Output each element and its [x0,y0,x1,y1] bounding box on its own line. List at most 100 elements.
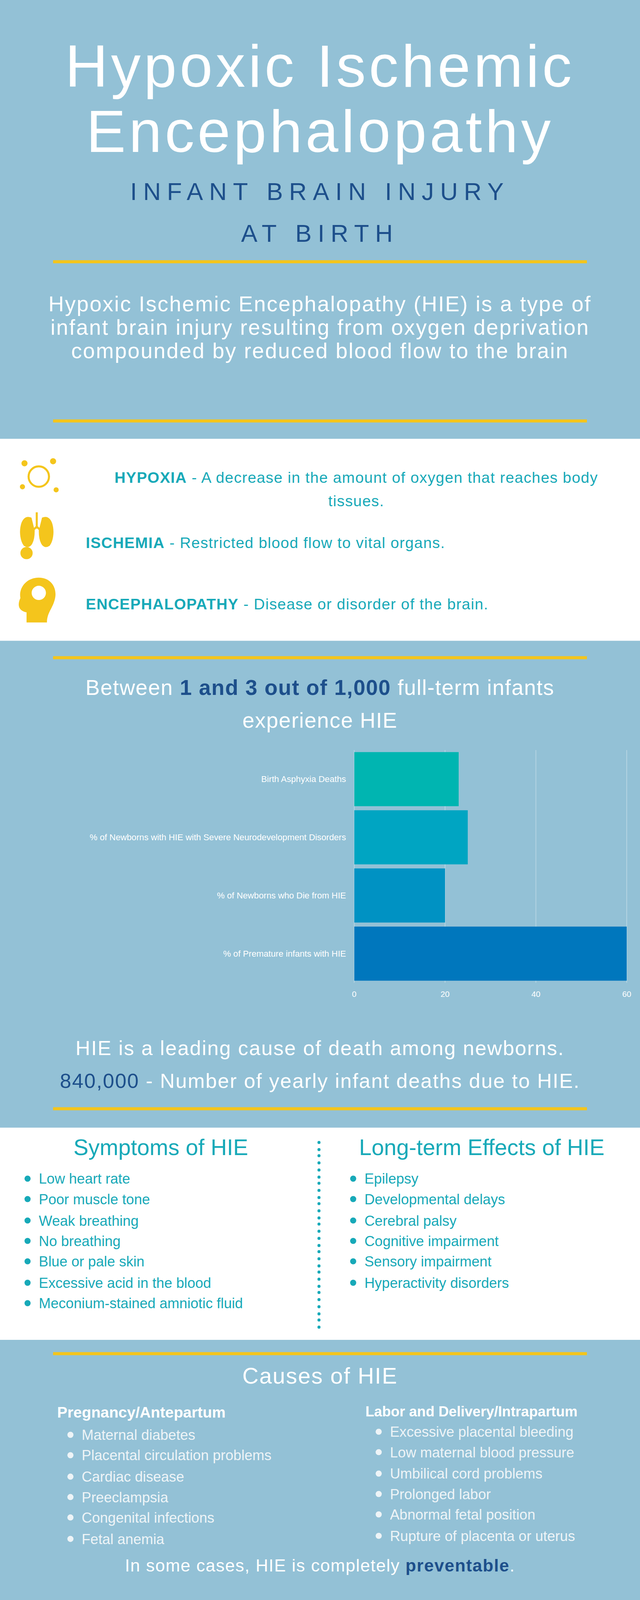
tick-label: 40 [531,989,541,999]
icon-bubble [50,458,57,465]
definition-space [186,468,192,486]
category-label: Birth Asphyxia Deaths [261,774,347,785]
icon-bubble [21,460,28,467]
list-item: Cerebral palsy [364,1210,620,1231]
icon-brain [31,586,47,601]
bullet [375,1428,382,1436]
icon-bubble [53,487,59,493]
intro: Hypoxic Ischemic Encephalopathy (HIE) is… [40,291,599,363]
tick-label: 0 [352,989,357,999]
list-item: Congenital infections [81,1507,322,1529]
stat-before: Between [85,675,180,699]
bars [354,752,628,981]
definition-text: - Restricted blood flow to vital organs. [169,533,446,551]
divider-dot [317,1195,321,1200]
icon-bubble [19,484,26,490]
title: Hypoxic Ischemic [0,30,640,102]
definition: HYPOXIA - A decrease in the amount of ox… [85,465,627,513]
divider-dot [317,1305,321,1309]
list-item: No breathing [38,1230,249,1252]
bar [354,926,628,981]
list-item: Meconium-stained amniotic fluid [38,1292,249,1314]
list-item: Weak breathing [38,1210,249,1231]
list-item: Prolonged labor [389,1483,635,1505]
list-item: Preeclampsia [81,1487,322,1508]
divider-dot [317,1284,321,1288]
footer-after: . [509,1556,515,1577]
definition-term: HYPOXIA [114,468,188,486]
icon-head [18,577,56,623]
list-item: Developmental delays [364,1189,620,1210]
divider-dot [317,1237,321,1241]
bullet [67,1473,74,1480]
tick-label: 20 [440,989,450,999]
list-item: Maternal diabetes [81,1424,322,1446]
definition: ISCHEMIA - Restricted blood flow to vita… [85,530,627,555]
causes-title: Causes of HIE [0,1361,640,1393]
page: Hypoxic IschemicEncephalopathyINFANT BRA… [0,0,640,1600]
footer-highlight: preventable [405,1556,510,1577]
footer: In some cases, HIE is completely prevent… [0,1553,640,1581]
list-item: Epilepsy [364,1168,620,1189]
bar [354,868,446,923]
divider [53,260,587,264]
list-item: Cognitive impairment [364,1230,620,1252]
icon-heart [20,547,33,560]
divider-dot [317,1209,321,1213]
footer-before: In some cases, HIE is completely [125,1556,406,1577]
list-item: Placental circulation problems [81,1445,322,1466]
list-item: Excessive placental bleeding [389,1421,635,1443]
list-item: Fetal anemia [81,1528,322,1549]
definition-term: ISCHEMIA [85,533,165,551]
bullet [67,1431,74,1439]
bullet [24,1176,31,1183]
list-item: Rupture of placenta or uterus [389,1525,635,1546]
divider [53,419,587,423]
list-item: Abnormal fetal position [389,1504,635,1525]
divider-dot [317,1168,321,1172]
list-item: Sensory impairment [364,1251,620,1272]
divider-dot [317,1264,321,1268]
subtitle: AT BIRTH [0,218,640,249]
list-title: Symptoms of HIE [20,1133,301,1164]
divider-dot [317,1216,321,1220]
bullet [375,1470,382,1477]
title: Encephalopathy [0,96,640,168]
deaths-line1: HIE is a leading cause of death among ne… [0,1033,640,1064]
bar [354,752,459,807]
list-item: Umbilical cord problems [389,1463,635,1484]
list-title: Long-term Effects of HIE [328,1133,635,1164]
bullet [350,1176,357,1183]
definition-text: - Disease or disorder of the brain. [243,595,489,613]
definition-space [164,533,170,551]
stat-headline: Between 1 and 3 out of 1,000 full-term i… [61,671,580,737]
definition-space [238,595,244,613]
divider-dot [317,1278,321,1282]
category-label: % of Premature infants with HIE [223,949,346,959]
deaths-text: - Number of yearly infant deaths due to … [139,1069,581,1093]
divider-dot [317,1257,321,1261]
definition-term: ENCEPHALOPATHY [85,595,239,613]
causes-subtitle: Pregnancy/Antepartum [57,1402,323,1423]
bullet [24,1217,31,1224]
deaths-line2: 840,000 - Number of yearly infant deaths… [0,1065,640,1096]
deaths-number: 840,000 [59,1069,140,1093]
list-item: Poor muscle tone [38,1189,249,1210]
divider-dot [317,1141,321,1145]
category-label: % of Newborns with HIE with Severe Neuro… [89,832,347,843]
bullet [350,1238,357,1245]
definition-text: - A decrease in the amount of oxygen tha… [191,468,599,510]
divider [53,1107,587,1111]
bar [354,810,469,865]
icon-lungs [21,512,53,546]
list-item: Cardiac disease [81,1466,322,1487]
causes-subtitle: Labor and Delivery/Intrapartum [365,1401,636,1422]
definition: ENCEPHALOPATHY - Disease or disorder of … [85,591,627,616]
divider-dot [317,1188,321,1193]
divider-dot [317,1147,321,1152]
icon-oxygen [28,466,49,487]
bullet [375,1490,382,1498]
bullet [67,1494,74,1501]
divider [53,656,587,660]
bullet [24,1238,31,1245]
